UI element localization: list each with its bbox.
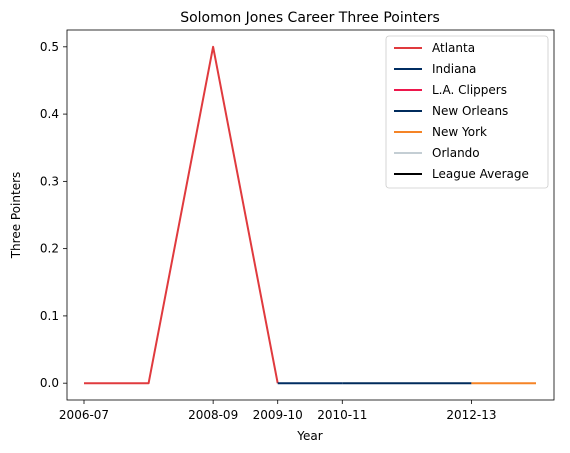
legend-entry: Orlando [432,146,480,160]
y-tick-label: 0.4 [40,107,59,121]
x-tick-label: 2009-10 [253,408,303,422]
y-tick-label: 0.0 [40,376,59,390]
legend-entry: Atlanta [432,41,475,55]
series-line-atlanta [84,47,278,383]
legend-entry: Indiana [432,62,476,76]
y-axis: 0.0 0.1 0.2 0.3 0.4 0.5 [40,40,67,390]
x-tick-label: 2010-11 [317,408,367,422]
legend: Atlanta Indiana L.A. Clippers New Orleans Ne… [386,36,548,188]
x-tick-label: 2012-13 [446,408,496,422]
x-axis-label: Year [296,429,322,443]
x-tick-label: 2006-07 [59,408,109,422]
x-tick-label: 2008-09 [188,408,238,422]
legend-entry: L.A. Clippers [432,83,507,97]
y-axis-label: Three Pointers [9,172,23,260]
legend-entry: League Average [432,167,529,181]
legend-entry: New Orleans [432,104,508,118]
y-tick-label: 0.3 [40,174,59,188]
y-tick-label: 0.5 [40,40,59,54]
x-axis: 2006-07 2008-09 2009-10 2010-11 2012-13 [59,400,497,422]
y-tick-label: 0.2 [40,242,59,256]
legend-entry: New York [432,125,487,139]
chart-title: Solomon Jones Career Three Pointers [180,10,440,26]
y-tick-label: 0.1 [40,309,59,323]
